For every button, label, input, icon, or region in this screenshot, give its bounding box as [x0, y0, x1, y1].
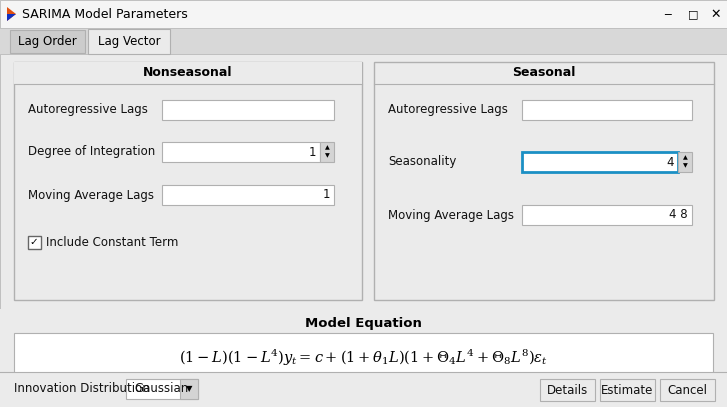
Bar — [660, 379, 715, 401]
Text: Include Constant Term: Include Constant Term — [46, 236, 178, 249]
Bar — [522, 205, 692, 225]
Text: Nonseasonal: Nonseasonal — [143, 66, 233, 79]
Text: Autoregressive Lags: Autoregressive Lags — [388, 103, 508, 116]
Text: Innovation Distribution: Innovation Distribution — [14, 383, 150, 396]
Bar — [0, 0, 727, 28]
Bar — [14, 62, 362, 84]
Text: Moving Average Lags: Moving Average Lags — [28, 188, 154, 201]
Text: ▲: ▲ — [683, 155, 687, 160]
Text: ✕: ✕ — [711, 7, 721, 20]
Bar — [126, 379, 198, 399]
Text: Lag Order: Lag Order — [17, 35, 76, 48]
Text: ▲: ▲ — [325, 145, 329, 151]
Bar — [0, 54, 727, 309]
Bar — [522, 152, 678, 172]
Text: Estimate: Estimate — [601, 383, 654, 396]
Text: 4 8: 4 8 — [670, 208, 688, 221]
Text: ▼: ▼ — [325, 153, 329, 158]
Text: $(1-L)(1-L^4)y_t = c + (1+\theta_1 L)(1+\Theta_4 L^4 + \Theta_8 L^8)\varepsilon_: $(1-L)(1-L^4)y_t = c + (1+\theta_1 L)(1+… — [179, 348, 548, 368]
Bar — [28, 236, 41, 249]
Bar — [540, 379, 595, 401]
Text: Lag Vector: Lag Vector — [97, 35, 161, 48]
Bar — [180, 379, 198, 399]
Text: Degree of Integration: Degree of Integration — [28, 145, 156, 158]
Text: Seasonality: Seasonality — [388, 155, 457, 168]
Bar — [600, 379, 655, 401]
Text: Details: Details — [547, 383, 588, 396]
Text: ▼: ▼ — [186, 385, 192, 394]
Bar — [14, 62, 362, 300]
Text: Autoregressive Lags: Autoregressive Lags — [28, 103, 148, 116]
Text: SARIMA Model Parameters: SARIMA Model Parameters — [22, 7, 188, 20]
Polygon shape — [7, 14, 16, 21]
Bar — [0, 28, 727, 54]
Text: ✓: ✓ — [30, 237, 39, 247]
Bar — [374, 62, 714, 300]
Bar — [10, 30, 85, 53]
Text: Cancel: Cancel — [667, 383, 707, 396]
Text: Model Equation: Model Equation — [305, 317, 422, 330]
Text: 4: 4 — [667, 155, 674, 168]
Text: ▼: ▼ — [683, 164, 687, 168]
Bar — [162, 142, 320, 162]
Bar — [320, 142, 334, 162]
Bar — [162, 185, 334, 205]
Bar — [678, 152, 692, 172]
Bar — [88, 29, 170, 54]
Text: Seasonal: Seasonal — [513, 66, 576, 79]
Bar — [162, 100, 334, 120]
Text: Gaussian: Gaussian — [134, 383, 188, 396]
Text: □: □ — [688, 9, 698, 19]
Text: 1: 1 — [308, 145, 316, 158]
Text: ─: ─ — [664, 9, 671, 19]
Bar — [522, 100, 692, 120]
Polygon shape — [7, 7, 16, 21]
Bar — [0, 372, 727, 407]
Text: 1: 1 — [323, 188, 330, 201]
Bar — [0, 309, 727, 407]
Bar — [14, 333, 713, 383]
Text: Moving Average Lags: Moving Average Lags — [388, 208, 514, 221]
